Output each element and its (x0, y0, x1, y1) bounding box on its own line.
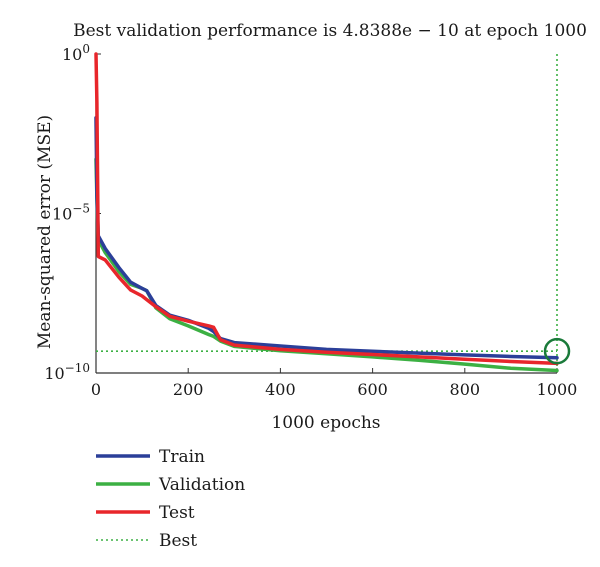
legend-label-validation: Validation (158, 475, 245, 495)
best-point-marker (543, 337, 571, 365)
x-tick-label: 800 (450, 380, 481, 399)
x-tick-label: 400 (265, 380, 296, 399)
legend-label-train: Train (159, 447, 205, 467)
series-line-train (94, 116, 559, 360)
series-lines (94, 52, 559, 373)
x-axis-label: 1000 epochs (271, 413, 380, 433)
y-axis-ticks: 10−10 10−5 100 (44, 42, 101, 383)
best-marker-group (543, 337, 571, 365)
x-axis-ticks: 0 200 400 600 800 1000 (91, 368, 577, 399)
x-tick-label: 200 (173, 380, 204, 399)
y-tick-label: 10−10 (44, 361, 90, 383)
x-tick-label: 0 (91, 380, 101, 399)
y-tick-label: 10−5 (52, 202, 90, 224)
legend-label-test: Test (159, 503, 195, 523)
legend: Train Validation Test Best (96, 447, 245, 551)
series-line-validation (94, 157, 559, 373)
legend-label-best: Best (159, 531, 197, 551)
best-reference-lines (96, 54, 558, 373)
x-tick-label: 1000 (537, 380, 578, 399)
series-line-test (94, 52, 559, 366)
chart-title: Best validation performance is 4.8388e −… (73, 21, 587, 41)
x-tick-label: 600 (357, 380, 388, 399)
plot-area: 0 200 400 600 800 1000 10−10 10−5 100 (44, 42, 577, 399)
y-tick-label: 100 (62, 42, 90, 64)
y-axis-label: Mean-squared error (MSE) (35, 115, 55, 349)
